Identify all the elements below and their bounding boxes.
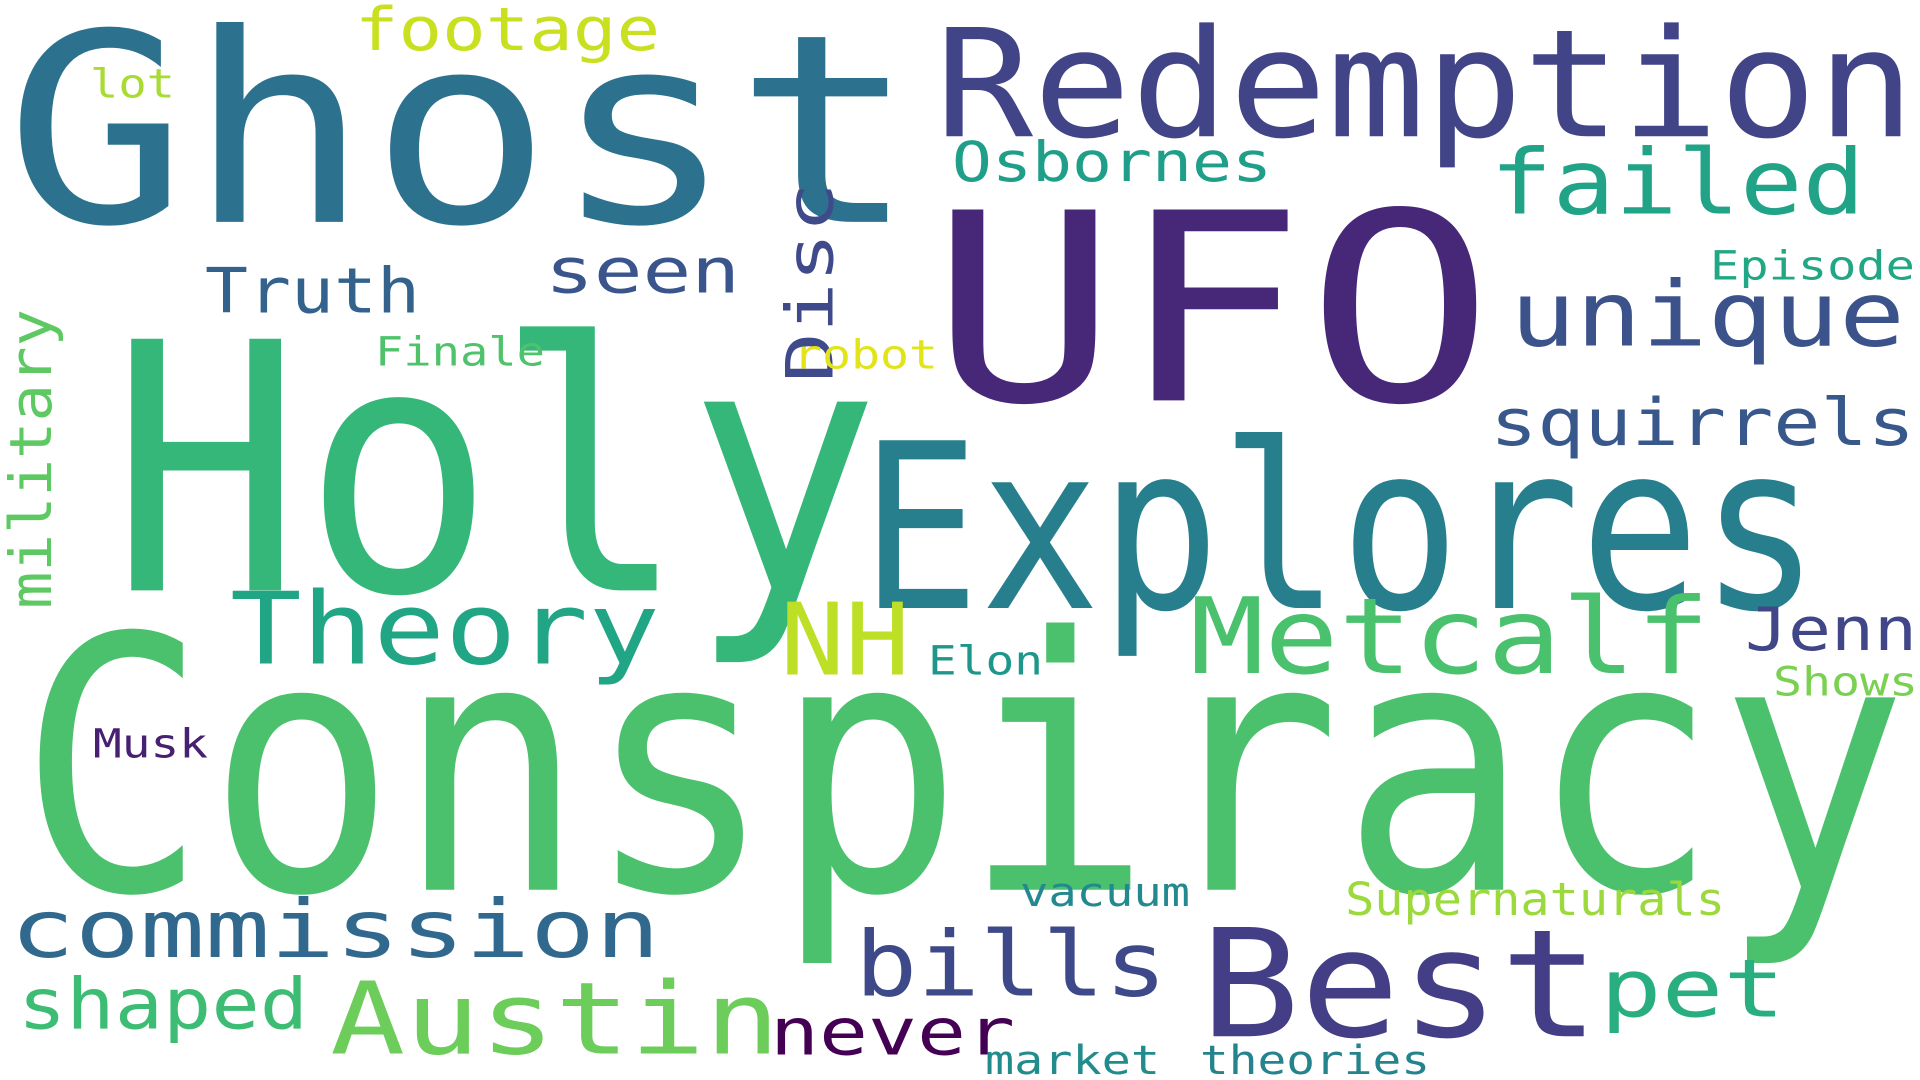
cloud-word-never: never bbox=[770, 994, 1015, 1070]
cloud-word-seen: seen bbox=[544, 234, 741, 308]
cloud-word-market: market bbox=[984, 1036, 1161, 1080]
cloud-word-pet: pet bbox=[1600, 942, 1785, 1037]
cloud-word-failed: failed bbox=[1490, 130, 1865, 236]
cloud-word-squirrels: squirrels bbox=[1490, 384, 1915, 461]
cloud-word-theory: Theory bbox=[230, 571, 660, 688]
cloud-word-elon: Elon bbox=[928, 638, 1043, 685]
cloud-word-ghost: Ghost bbox=[5, 0, 917, 285]
cloud-word-lot: lot bbox=[90, 61, 175, 108]
cloud-word-jenn: Jenn bbox=[1745, 594, 1917, 665]
cloud-word-best: Best bbox=[1200, 897, 1600, 1073]
cloud-word-explores: Explores bbox=[860, 395, 1820, 663]
cloud-word-episode: Episode bbox=[1710, 243, 1915, 290]
cloud-word-bills: bills bbox=[854, 912, 1168, 1018]
cloud-word-ufo: UFO bbox=[929, 158, 1495, 463]
cloud-word-osbornes: Osbornes bbox=[951, 129, 1273, 195]
cloud-word-robot: robot bbox=[792, 332, 939, 379]
cloud-word-theories: theories bbox=[1200, 1036, 1430, 1080]
cloud-word-shaped: shaped bbox=[17, 963, 309, 1046]
cloud-word-truth: Truth bbox=[205, 254, 420, 328]
cloud-word-vacuum: vacuum bbox=[1019, 868, 1191, 916]
cloud-word-supernaturals: Supernaturals bbox=[1345, 873, 1725, 926]
cloud-word-footage: footage bbox=[354, 0, 661, 65]
cloud-word-musk: Musk bbox=[93, 721, 208, 768]
cloud-word-military: military bbox=[0, 309, 66, 609]
cloud-word-commission: commission bbox=[9, 883, 661, 977]
cloud-word-conspiracy: Conspiracy bbox=[18, 564, 1908, 974]
cloud-word-austin: Austin bbox=[330, 961, 780, 1078]
cloud-word-redemption: Redemption bbox=[935, 0, 1915, 173]
cloud-word-metcalf: Metcalf bbox=[1189, 576, 1711, 699]
cloud-word-finale: Finale bbox=[375, 329, 545, 376]
cloud-word-shows: Shows bbox=[1772, 659, 1919, 706]
cloud-word-nh: NH bbox=[780, 581, 910, 699]
cloud-word-unique: unique bbox=[1509, 262, 1906, 368]
cloud-word-holy: Holy bbox=[109, 271, 881, 673]
